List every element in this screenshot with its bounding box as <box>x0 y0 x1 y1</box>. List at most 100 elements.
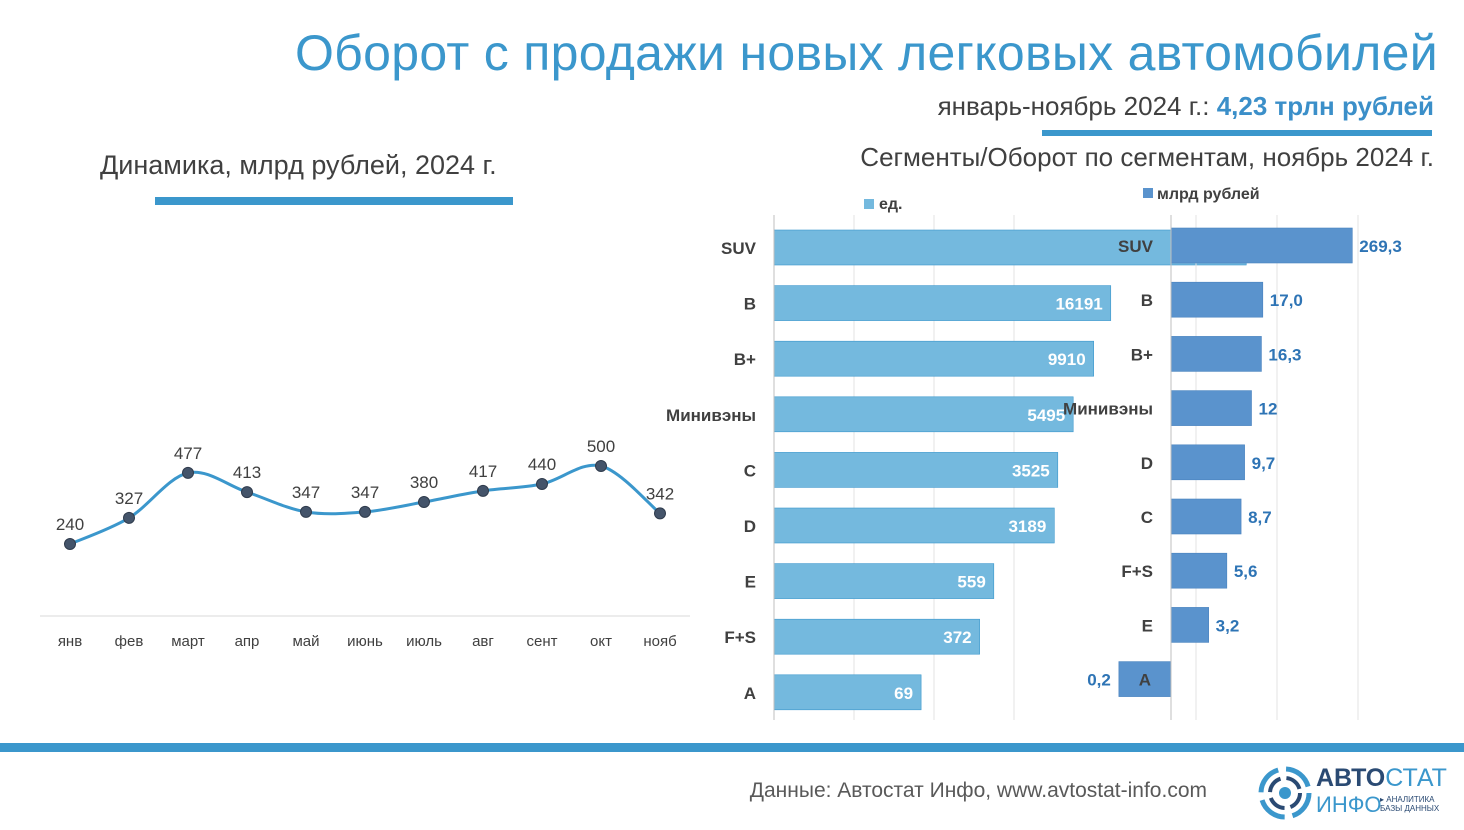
line-point-янв <box>64 538 76 550</box>
units-category-label: B+ <box>734 350 756 369</box>
rub-bar-value: 5,6 <box>1234 562 1258 581</box>
line-tick-label: апр <box>235 633 260 650</box>
units-bar-value: 69 <box>894 684 913 703</box>
line-tick-label: июль <box>406 633 442 650</box>
subtitle-period: январь-ноябрь 2024 г.: <box>937 91 1210 121</box>
rub-category-label: D <box>1141 454 1153 473</box>
line-point-апр <box>241 486 253 499</box>
footer <box>0 752 1464 830</box>
line-data-label: 417 <box>469 462 497 481</box>
units-legend-label: ед. <box>879 196 903 213</box>
footer-divider <box>0 743 1464 752</box>
units-bar-value: 5495 <box>1027 406 1065 425</box>
rub-bar-value: 8,7 <box>1248 508 1272 527</box>
rub-bar-B <box>1170 281 1264 318</box>
rub-legend-swatch <box>1143 188 1153 198</box>
line-tick-label: фев <box>115 633 144 650</box>
rub-bar-E <box>1170 607 1209 643</box>
rub-category-label: B <box>1141 291 1153 310</box>
line-tick-label: май <box>292 633 319 650</box>
line-point-авг <box>477 484 489 497</box>
units-category-label: Минивэны <box>666 406 756 425</box>
source-text: Данные: Автостат Инфо, www.avtostat-info… <box>749 779 1207 802</box>
units-bar-value: 3189 <box>1008 517 1046 536</box>
line-tick-label: янв <box>58 633 82 650</box>
units-category-label: A <box>744 684 756 703</box>
line-data-label: 440 <box>528 455 556 474</box>
units-bar-value: 3525 <box>1012 461 1050 480</box>
line-data-label: 413 <box>233 463 261 482</box>
logo-text-bottom: ИНФО <box>1316 792 1382 817</box>
line-chart-title: Динамика, млрд рублей, 2024 г. <box>100 150 497 180</box>
units-bar-value: 16191 <box>1055 295 1102 314</box>
rub-category-label: B+ <box>1131 345 1153 364</box>
units-bar-A <box>773 674 922 711</box>
line-data-label: 347 <box>292 483 320 502</box>
line-point-июль <box>418 496 430 508</box>
units-bar-B+ <box>773 340 1094 377</box>
rub-bar-value: 16,3 <box>1268 345 1301 364</box>
units-category-label: C <box>744 461 756 480</box>
line-point-нояб <box>654 507 666 520</box>
line-chart-title-underline <box>155 197 513 205</box>
units-bar-E <box>773 563 995 599</box>
rub-bar-value: 269,3 <box>1359 237 1402 256</box>
line-point-март <box>182 466 194 479</box>
line-tick-label: окт <box>590 633 612 650</box>
rub-category-label: E <box>1142 616 1153 635</box>
rub-category-label: F+S <box>1121 562 1153 581</box>
units-bar-value: 9910 <box>1048 350 1086 369</box>
line-tick-label: нояб <box>643 633 676 650</box>
units-legend-swatch <box>864 199 874 209</box>
units-bar-D <box>773 507 1055 544</box>
logo-text-top: АВТОСТАТ <box>1316 764 1447 792</box>
units-category-label: D <box>744 517 756 536</box>
units-bar-value: 559 <box>957 573 985 592</box>
page-title: Оборот с продажи новых легковых автомоби… <box>294 25 1438 81</box>
units-bar-C <box>773 452 1059 488</box>
rub-bar-SUV <box>1170 227 1353 264</box>
line-tick-label: март <box>171 633 205 650</box>
line-point-фев <box>123 511 135 524</box>
line-tick-label: сент <box>527 633 558 650</box>
line-point-июнь <box>359 505 371 518</box>
line-series <box>69 463 661 546</box>
rub-bar-F+S <box>1170 552 1228 589</box>
units-category-label: SUV <box>721 239 757 258</box>
bar-charts-title: Сегменты/Оборот по сегментам, ноябрь 202… <box>860 142 1434 172</box>
line-data-label: 327 <box>115 489 143 508</box>
rub-bar-B+ <box>1170 336 1262 372</box>
rub-bar-Минивэны <box>1170 390 1252 426</box>
rub-category-label: Минивэны <box>1063 400 1153 419</box>
units-bar-Минивэны <box>773 396 1074 433</box>
line-tick-label: авг <box>472 633 494 650</box>
line-tick-label: июнь <box>347 633 383 650</box>
line-point-окт <box>595 460 607 472</box>
subtitle-total: 4,23 трлн рублей <box>1216 91 1434 121</box>
line-data-label: 500 <box>587 437 615 456</box>
avtostat-logo: АВТОСТАТ ИНФО ▸ АНАЛИТИКА БАЗЫ ДАННЫХ <box>1258 762 1458 822</box>
rub-category-label: C <box>1141 508 1153 527</box>
line-data-label: 380 <box>410 473 438 492</box>
rub-bar-value: 3,2 <box>1216 616 1240 635</box>
logo-globe-icon <box>1258 766 1312 820</box>
rub-bar-value: 12 <box>1259 400 1278 419</box>
units-category-label: B <box>744 295 756 314</box>
line-point-май <box>300 505 312 518</box>
rub-bar-A <box>1118 661 1172 697</box>
rub-bar-value: 0,2 <box>1087 671 1111 690</box>
rub-legend-label: млрд рублей <box>1157 186 1260 203</box>
line-data-label: 240 <box>56 515 84 534</box>
subtitle-underline <box>1042 130 1432 136</box>
units-category-label: F+S <box>724 628 756 647</box>
rub-bar-value: 17,0 <box>1270 291 1303 310</box>
rub-bar-value: 9,7 <box>1252 454 1276 473</box>
units-category-label: E <box>745 573 756 592</box>
units-bar-value: 372 <box>943 628 971 647</box>
line-data-label: 477 <box>174 444 202 463</box>
rub-bar-C <box>1170 498 1242 535</box>
rub-category-label: A <box>1139 671 1151 690</box>
rub-bar-D <box>1170 444 1245 481</box>
line-data-label: 347 <box>351 483 379 502</box>
